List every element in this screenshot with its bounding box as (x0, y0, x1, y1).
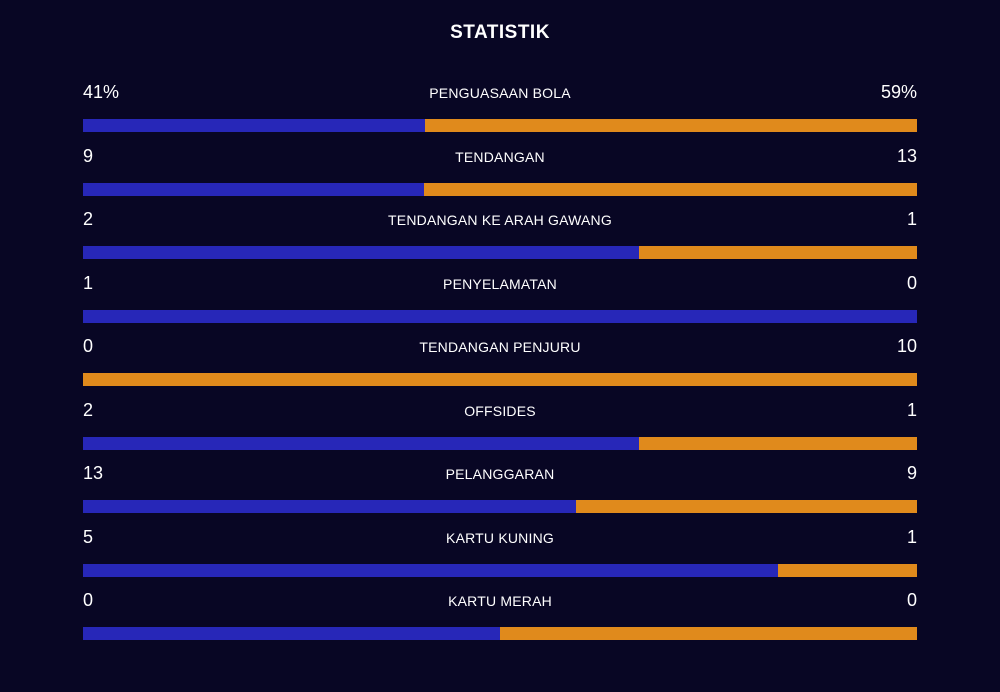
comparison-bar (83, 373, 917, 386)
away-value: 59% (880, 82, 917, 102)
home-bar-fill (83, 436, 640, 450)
away-bar-fill (424, 182, 917, 196)
comparison-bar (83, 246, 917, 259)
comparison-bar (83, 563, 917, 577)
stat-row: 2 OFFSIDES 1 (83, 398, 917, 462)
home-bar-fill (83, 627, 500, 640)
away-bar-fill (575, 500, 917, 513)
home-value: 2 (83, 399, 94, 420)
away-value: 1 (906, 526, 917, 547)
stat-label: TENDANGAN PENJURU (419, 339, 581, 355)
page-title: STATISTIK (450, 22, 550, 43)
stat-label: PENYELAMATAN (443, 275, 557, 292)
home-value: 2 (83, 209, 94, 229)
stat-row: 9 TENDANGAN 13 (83, 144, 917, 208)
stat-row: 13 PELANGGARAN 9 (83, 461, 917, 525)
away-bar-fill (83, 373, 917, 386)
stat-label: PELANGGARAN (445, 466, 555, 482)
stat-label: KARTU MERAH (448, 593, 552, 609)
stat-label: KARTU KUNING (446, 529, 554, 546)
home-bar-fill (83, 563, 778, 577)
comparison-bar (83, 119, 917, 132)
stat-label: TENDANGAN (455, 148, 545, 165)
comparison-bar (83, 627, 917, 640)
comparison-bar (83, 436, 917, 450)
away-value: 0 (906, 272, 917, 293)
away-bar-fill (639, 436, 917, 450)
stat-row: 0 KARTU MERAH 0 (83, 588, 917, 652)
home-value: 41% (83, 82, 120, 102)
home-value: 9 (83, 145, 94, 166)
home-value: 1 (83, 272, 94, 293)
home-value: 13 (83, 463, 104, 483)
away-value: 10 (896, 336, 917, 356)
away-bar-fill (777, 563, 917, 577)
stat-row: 41% PENGUASAAN BOLA 59% (83, 80, 917, 144)
stat-row: 1 PENYELAMATAN 0 (83, 271, 917, 335)
away-bar-fill (639, 246, 917, 259)
home-value: 0 (83, 590, 94, 610)
home-bar-fill (83, 182, 425, 196)
away-bar-fill (500, 627, 917, 640)
home-bar-fill (83, 246, 640, 259)
away-value: 1 (906, 209, 917, 229)
stat-row: 0 TENDANGAN PENJURU 10 (83, 334, 917, 398)
stat-label: OFFSIDES (464, 402, 536, 419)
stats-list: 41% PENGUASAAN BOLA 59% 9 TENDANGAN 13 2 TENDAN… (83, 80, 917, 652)
stat-row: 5 KARTU KUNING 1 (83, 525, 917, 589)
stat-label: PENGUASAAN BOLA (429, 85, 571, 101)
home-bar-fill (83, 119, 425, 132)
away-value: 0 (906, 590, 917, 610)
away-value: 9 (906, 463, 917, 483)
comparison-bar (83, 500, 917, 513)
home-bar-fill (83, 309, 917, 323)
comparison-bar (83, 182, 917, 196)
comparison-bar (83, 309, 917, 323)
stat-label: TENDANGAN KE ARAH GAWANG (388, 212, 612, 228)
home-value: 0 (83, 336, 94, 356)
away-value: 13 (896, 145, 917, 166)
away-value: 1 (906, 399, 917, 420)
stat-row: 2 TENDANGAN KE ARAH GAWANG 1 (83, 207, 917, 271)
home-bar-fill (83, 500, 576, 513)
home-value: 5 (83, 526, 94, 547)
away-bar-fill (424, 119, 917, 132)
